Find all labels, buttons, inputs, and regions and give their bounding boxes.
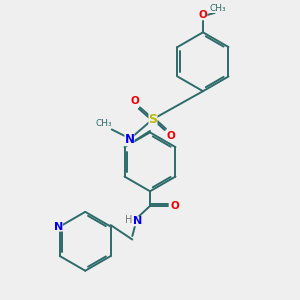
Text: N: N xyxy=(124,133,134,146)
Text: O: O xyxy=(130,97,139,106)
Text: CH₃: CH₃ xyxy=(209,4,226,13)
Text: H: H xyxy=(125,215,132,225)
Text: N: N xyxy=(133,216,142,226)
Text: O: O xyxy=(199,10,207,20)
Text: N: N xyxy=(54,222,63,232)
Text: CH₃: CH₃ xyxy=(95,119,112,128)
Text: O: O xyxy=(170,201,179,211)
Text: S: S xyxy=(148,113,158,126)
Text: O: O xyxy=(166,131,175,141)
